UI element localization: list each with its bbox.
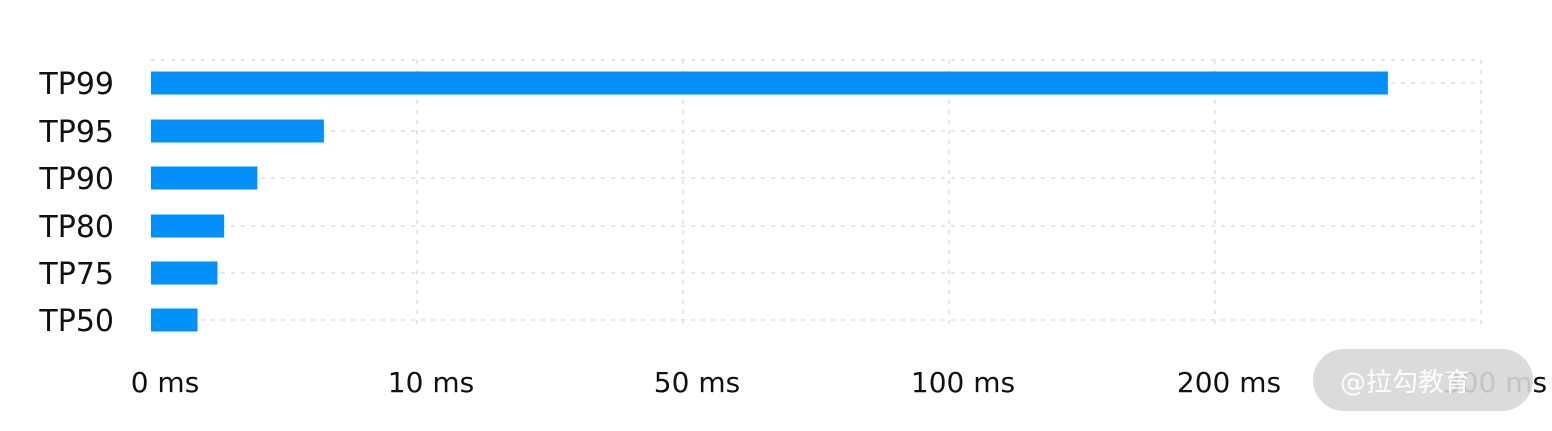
watermark: @拉勾教育	[1313, 349, 1533, 411]
bar-tp75	[151, 261, 218, 285]
bar-tp50	[151, 308, 198, 332]
bar-tp90	[151, 166, 258, 190]
grid-lines	[151, 59, 1482, 330]
category-labels: TP99 TP95 TP90 TP80 TP75 TP50	[38, 67, 114, 339]
x-tick-label: 0 ms	[131, 366, 200, 399]
category-label-tp90: TP90	[38, 162, 114, 197]
category-label-tp50: TP50	[38, 304, 114, 339]
bars	[151, 71, 1388, 332]
bar-tp99	[151, 71, 1388, 95]
x-tick-label: 200 ms	[1177, 366, 1281, 399]
x-tick-label: 50 ms	[654, 366, 740, 399]
category-label-tp75: TP75	[38, 257, 114, 292]
category-label-tp95: TP95	[38, 115, 114, 150]
bar-tp95	[151, 119, 324, 143]
watermark-badge	[1313, 349, 1533, 411]
watermark-text: @拉勾教育	[1340, 368, 1470, 398]
x-tick-label: 100 ms	[911, 366, 1015, 399]
category-label-tp99: TP99	[38, 67, 114, 102]
bar-tp80	[151, 214, 225, 238]
x-tick-label: 10 ms	[388, 366, 474, 399]
category-label-tp80: TP80	[38, 210, 114, 245]
